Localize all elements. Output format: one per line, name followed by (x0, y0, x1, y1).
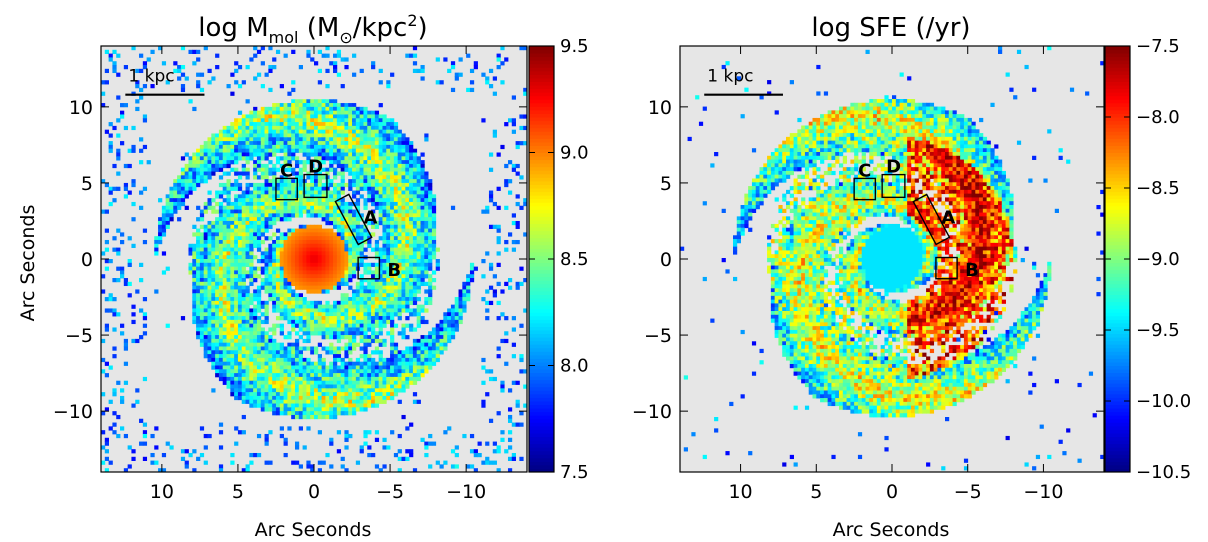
y-tick-label: 0 (81, 249, 93, 271)
region-box-d (881, 173, 906, 199)
region-box-c (275, 177, 298, 201)
y-tick-label: 5 (660, 173, 672, 195)
y-tick-label: −5 (65, 325, 93, 347)
colorbar-tick-label: 9.0 (560, 143, 589, 164)
colorbar-tick-label: −9.0 (1136, 249, 1180, 270)
x-tick-label: −5 (376, 481, 404, 503)
y-tick-label: 10 (648, 97, 672, 119)
x-tick-label: −10 (1023, 481, 1063, 503)
y-tick-label: −10 (632, 401, 672, 423)
colorbar-tick-label: 9.5 (560, 36, 589, 57)
region-label-a: A (364, 207, 378, 228)
panel-title: log SFE (/yr) (811, 13, 970, 43)
region-label-b: B (387, 260, 401, 281)
x-axis-label: Arc Seconds (833, 519, 950, 541)
y-tick-label: 0 (660, 249, 672, 271)
region-box-a (912, 193, 951, 246)
region-box-d (303, 173, 328, 199)
colorbar-tick-label: 8.0 (560, 356, 589, 377)
colorbar-tick-label: 8.5 (560, 249, 589, 270)
colorbar (1105, 46, 1130, 473)
region-label-d: D (308, 157, 323, 178)
colorbar-tick-label: 7.5 (560, 462, 589, 483)
x-tick-label: 0 (886, 481, 898, 503)
colorbar-tick-label: −10.0 (1136, 391, 1191, 412)
scale-bar-label: 1 kpc (707, 67, 753, 87)
region-label-c: C (280, 160, 293, 181)
y-axis-label: Arc Seconds (17, 205, 39, 322)
region-label-b: B (965, 260, 979, 281)
region-box-a (334, 193, 373, 246)
scale-bar-label: 1 kpc (128, 67, 174, 87)
x-tick-label: 10 (150, 481, 174, 503)
region-label-c: C (858, 160, 871, 181)
region-label-d: D (886, 157, 901, 178)
colorbar (529, 46, 554, 473)
x-tick-label: 10 (728, 481, 752, 503)
region-box-b (357, 256, 381, 280)
colorbar-tick-label: −8.0 (1136, 107, 1180, 128)
region-box-b (935, 256, 958, 280)
y-tick-label: −5 (644, 325, 672, 347)
x-tick-label: 5 (232, 481, 244, 503)
x-tick-label: 5 (810, 481, 822, 503)
x-tick-label: −10 (446, 481, 486, 503)
panel-sfe: log SFE (/yr) Arc Seconds 10 5 0 −5 −10 10 5 0 −… (632, 13, 1191, 541)
x-tick-label: 0 (308, 481, 320, 503)
panel-title: log Mmol (M⊙/kpc2) (198, 11, 427, 47)
x-axis-label: Arc Seconds (255, 519, 372, 541)
y-tick-label: 5 (81, 173, 93, 195)
panel-mol-mass: log Mmol (M⊙/kpc2) Arc Seconds Arc Secon… (17, 11, 589, 541)
colorbar-tick-label: −8.5 (1136, 178, 1180, 199)
x-tick-label: −5 (954, 481, 982, 503)
region-box-c (853, 177, 877, 201)
region-label-a: A (941, 207, 955, 228)
colorbar-tick-label: −9.5 (1136, 320, 1180, 341)
y-tick-label: −10 (53, 401, 93, 423)
y-tick-label: 10 (69, 97, 93, 119)
colorbar-tick-label: −10.5 (1136, 462, 1191, 483)
map-pixels (101, 46, 528, 473)
colorbar-tick-label: −7.5 (1136, 36, 1180, 57)
